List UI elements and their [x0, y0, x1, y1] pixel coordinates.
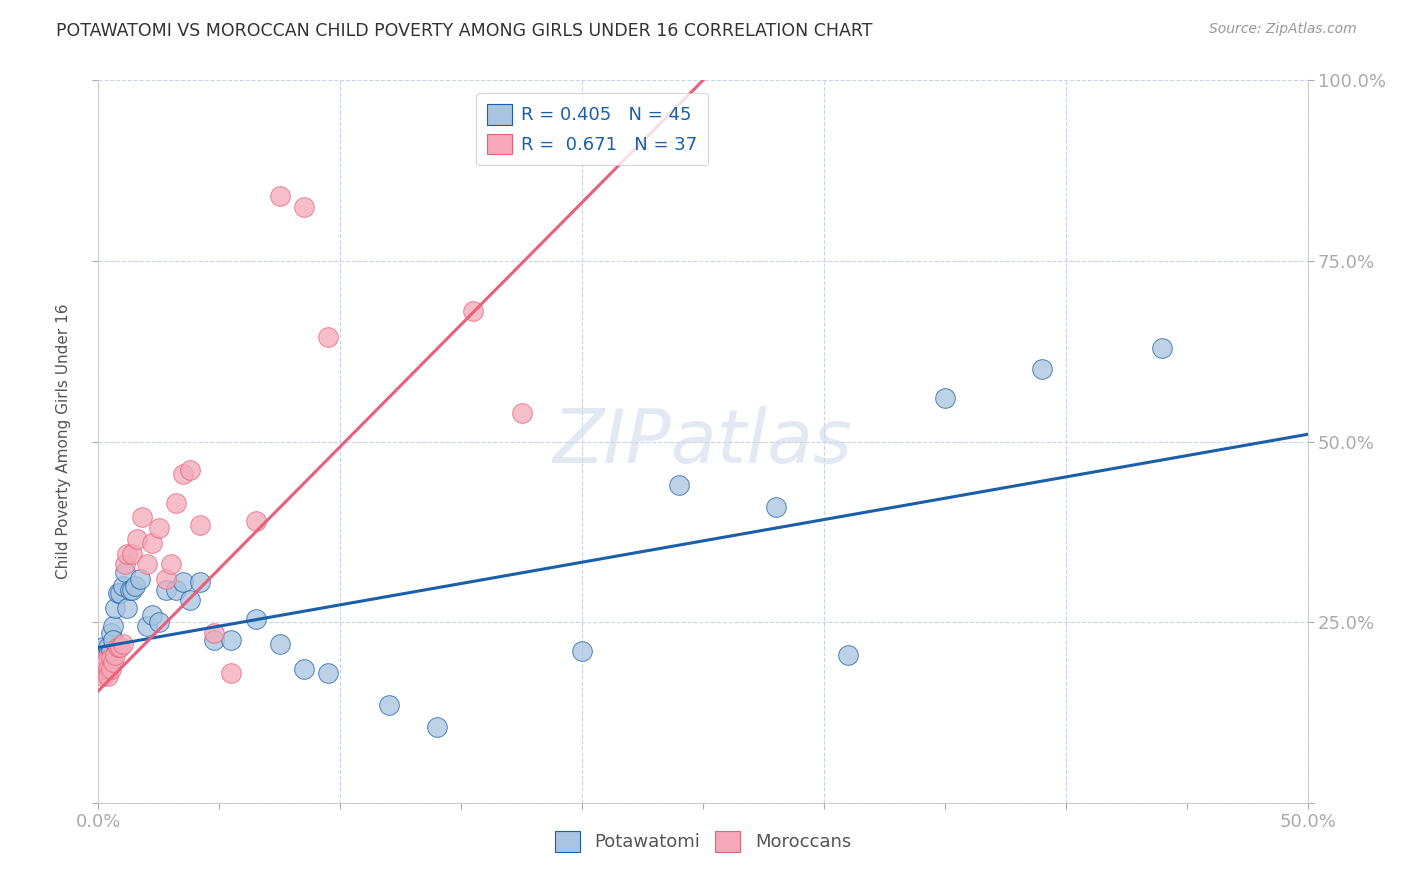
Point	[165, 496, 187, 510]
Point	[245, 611, 267, 625]
Point	[121, 582, 143, 597]
Point	[934, 391, 956, 405]
Point	[510, 406, 533, 420]
Point	[188, 517, 211, 532]
Point	[377, 698, 399, 713]
Text: Source: ZipAtlas.com: Source: ZipAtlas.com	[1209, 22, 1357, 37]
Point	[221, 633, 243, 648]
Point	[571, 644, 593, 658]
Point	[90, 665, 112, 680]
Point	[91, 662, 114, 676]
Point	[111, 579, 134, 593]
Point	[107, 640, 129, 655]
Point	[111, 637, 134, 651]
Point	[94, 658, 117, 673]
Point	[91, 640, 114, 655]
Point	[188, 575, 211, 590]
Point	[172, 575, 194, 590]
Point	[316, 330, 339, 344]
Point	[100, 644, 122, 658]
Point	[127, 532, 149, 546]
Point	[117, 547, 139, 561]
Point	[101, 633, 124, 648]
Point	[155, 582, 177, 597]
Point	[128, 572, 150, 586]
Point	[426, 720, 449, 734]
Point	[107, 586, 129, 600]
Point	[114, 558, 136, 572]
Point	[204, 633, 226, 648]
Point	[179, 463, 201, 477]
Point	[269, 637, 291, 651]
Point	[100, 651, 122, 665]
Point	[94, 655, 117, 669]
Point	[100, 662, 122, 676]
Point	[90, 655, 112, 669]
Point	[668, 478, 690, 492]
Point	[148, 615, 170, 630]
Legend: Potawatomi, Moroccans: Potawatomi, Moroccans	[548, 823, 858, 859]
Point	[131, 510, 153, 524]
Point	[97, 662, 120, 676]
Point	[135, 619, 157, 633]
Point	[101, 655, 124, 669]
Point	[292, 662, 315, 676]
Point	[245, 514, 267, 528]
Point	[104, 600, 127, 615]
Point	[316, 665, 339, 680]
Point	[121, 547, 143, 561]
Point	[117, 600, 139, 615]
Y-axis label: Child Poverty Among Girls Under 16: Child Poverty Among Girls Under 16	[56, 304, 72, 579]
Point	[292, 200, 315, 214]
Point	[97, 640, 120, 655]
Point	[179, 593, 201, 607]
Point	[141, 607, 163, 622]
Point	[269, 189, 291, 203]
Point	[94, 655, 117, 669]
Point	[141, 535, 163, 549]
Point	[837, 648, 859, 662]
Point	[1031, 362, 1053, 376]
Point	[172, 467, 194, 481]
Point	[165, 582, 187, 597]
Point	[108, 640, 131, 655]
Point	[94, 648, 117, 662]
Point	[114, 565, 136, 579]
Point	[91, 655, 114, 669]
Point	[160, 558, 183, 572]
Point	[135, 558, 157, 572]
Point	[221, 665, 243, 680]
Point	[1152, 341, 1174, 355]
Point	[91, 669, 114, 683]
Point	[90, 662, 112, 676]
Point	[155, 572, 177, 586]
Text: ZIPatlas: ZIPatlas	[553, 406, 853, 477]
Point	[101, 619, 124, 633]
Point	[108, 586, 131, 600]
Point	[765, 500, 787, 514]
Text: POTAWATOMI VS MOROCCAN CHILD POVERTY AMONG GIRLS UNDER 16 CORRELATION CHART: POTAWATOMI VS MOROCCAN CHILD POVERTY AMO…	[56, 22, 873, 40]
Point	[104, 648, 127, 662]
Point	[118, 582, 141, 597]
Point	[463, 304, 485, 318]
Point	[124, 579, 146, 593]
Point	[204, 626, 226, 640]
Point	[97, 648, 120, 662]
Point	[148, 521, 170, 535]
Point	[100, 626, 122, 640]
Point	[97, 669, 120, 683]
Point	[90, 651, 112, 665]
